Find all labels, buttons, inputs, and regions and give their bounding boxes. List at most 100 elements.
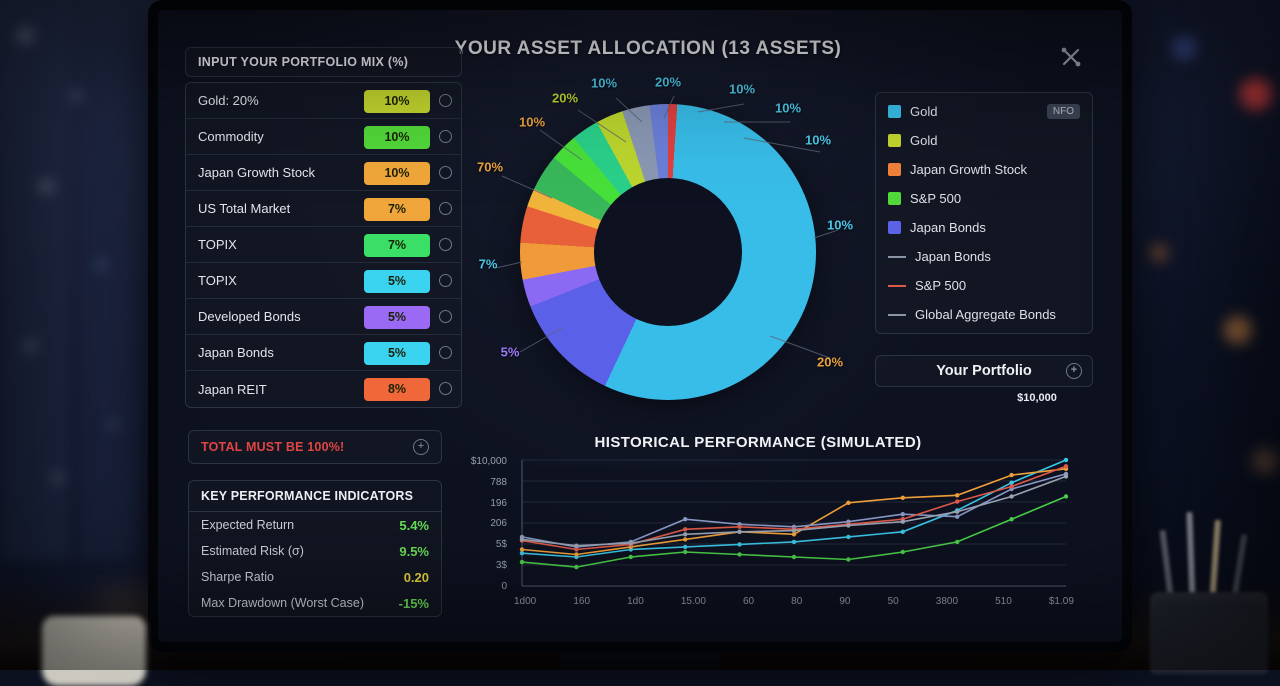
allocation-value-badge[interactable]: 10% — [364, 126, 430, 149]
series-point — [955, 515, 959, 519]
x-tick: 510 — [995, 596, 1012, 607]
x-tick: 1d0 — [627, 596, 644, 607]
legend-swatch — [888, 314, 906, 316]
legend-label: Global Aggregate Bonds — [915, 307, 1056, 322]
legend-item[interactable]: Japan Bonds — [876, 242, 1092, 271]
series-point — [955, 510, 959, 514]
info-icon[interactable] — [439, 310, 452, 323]
kpi-row: Sharpe Ratio 0.20 — [189, 564, 441, 590]
legend-swatch — [888, 192, 901, 205]
pie-label: 10% — [827, 218, 853, 233]
plus-circle-icon[interactable]: + — [1066, 363, 1082, 379]
series-point — [901, 550, 905, 554]
kpi-label: Max Drawdown (Worst Case) — [201, 596, 364, 610]
kpi-row: Expected Return 5.4% — [189, 512, 441, 538]
legend-item[interactable]: Global Aggregate Bonds — [876, 300, 1092, 329]
bokeh-light — [1150, 244, 1168, 262]
asset-label: Developed Bonds — [198, 309, 301, 324]
info-icon[interactable] — [439, 238, 452, 251]
allocation-value-badge[interactable]: 8% — [364, 378, 430, 401]
x-tick: 1d00 — [514, 596, 536, 607]
legend-item[interactable]: Gold — [876, 126, 1092, 155]
monitor: YOUR ASSET ALLOCATION (13 ASSETS) INPUT … — [148, 0, 1132, 652]
y-axis-ticks: $10,000 788 196 206 5$ 3$ 0 — [470, 456, 514, 592]
allocation-value-badge[interactable]: 7% — [364, 198, 430, 221]
allocation-value-badge[interactable]: 5% — [364, 306, 430, 329]
series-point — [955, 499, 959, 503]
series-point — [683, 517, 687, 521]
tools-icon[interactable] — [1058, 44, 1084, 70]
kpi-value: 5.4% — [399, 518, 429, 533]
kpi-title: KEY PERFORMANCE INDICATORS — [189, 481, 441, 512]
series-point — [737, 530, 741, 534]
legend-item[interactable]: Japan Growth Stock — [876, 155, 1092, 184]
info-icon[interactable] — [439, 346, 452, 359]
info-icon[interactable] — [439, 382, 452, 395]
series-point — [792, 540, 796, 544]
series-point — [520, 547, 524, 551]
portfolio-mix-row[interactable]: Japan Bonds 5% — [186, 335, 461, 371]
series-point — [737, 552, 741, 556]
portfolio-mix-row[interactable]: Japan Growth Stock 10% — [186, 155, 461, 191]
legend-item[interactable]: Gold NFO — [876, 97, 1092, 126]
series-point — [737, 542, 741, 546]
info-icon[interactable] — [439, 274, 452, 287]
pie-label: 20% — [552, 91, 578, 106]
legend-swatch — [888, 163, 901, 176]
bokeh-light — [108, 420, 117, 429]
legend-swatch — [888, 221, 901, 234]
asset-label: TOPIX — [198, 273, 237, 288]
bokeh-light — [40, 180, 53, 193]
portfolio-mix-row[interactable]: Developed Bonds 5% — [186, 299, 461, 335]
pie-label: 20% — [655, 75, 681, 90]
bokeh-light — [24, 340, 36, 352]
portfolio-mix-row[interactable]: TOPIX 5% — [186, 263, 461, 299]
legend-item[interactable]: S&P 500 — [876, 271, 1092, 300]
legend-label: S&P 500 — [910, 191, 961, 206]
info-icon[interactable] — [439, 166, 452, 179]
series-point — [955, 540, 959, 544]
portfolio-mix-row[interactable]: Japan REIT 8% — [186, 371, 461, 407]
series-point — [629, 541, 633, 545]
asset-label: US Total Market — [198, 201, 290, 216]
legend-info-badge: NFO — [1047, 104, 1080, 119]
series-point — [1064, 458, 1068, 462]
y-tick: 788 — [490, 477, 507, 488]
x-tick: $1.09 — [1049, 596, 1074, 607]
series-point — [846, 557, 850, 561]
series-point — [1009, 473, 1013, 477]
allocation-value-badge[interactable]: 5% — [364, 342, 430, 365]
series-point — [1064, 464, 1068, 468]
portfolio-mix-row[interactable]: TOPIX 7% — [186, 227, 461, 263]
your-portfolio-label: Your Portfolio — [936, 363, 1032, 379]
series-point — [1009, 484, 1013, 488]
portfolio-mix-header: INPUT YOUR PORTFOLIO MIX (%) — [185, 47, 462, 77]
bokeh-light — [1252, 448, 1278, 474]
x-tick: 50 — [888, 596, 899, 607]
series-point — [629, 555, 633, 559]
your-portfolio-button[interactable]: Your Portfolio + — [875, 355, 1093, 387]
y-tick: 206 — [490, 518, 507, 529]
allocation-pie[interactable] — [520, 104, 816, 400]
bokeh-light — [1240, 78, 1272, 110]
info-icon[interactable] — [439, 202, 452, 215]
allocation-value-badge[interactable]: 10% — [364, 162, 430, 185]
allocation-value-badge[interactable]: 7% — [364, 234, 430, 257]
performance-chart: $10,000 788 196 206 5$ 3$ 0 — [470, 456, 1074, 607]
portfolio-mix-row[interactable]: Gold: 20% 10% — [186, 83, 461, 119]
pie-label: 10% — [591, 76, 617, 91]
x-tick: 90 — [839, 596, 850, 607]
info-icon[interactable] — [439, 94, 452, 107]
page-title: YOUR ASSET ALLOCATION (13 ASSETS) — [398, 38, 898, 60]
allocation-value-badge[interactable]: 10% — [364, 90, 430, 113]
info-icon[interactable] — [439, 130, 452, 143]
series-point — [846, 535, 850, 539]
peak-value-label: $10,000 — [1000, 392, 1074, 404]
portfolio-mix-row[interactable]: US Total Market 7% — [186, 191, 461, 227]
legend-item[interactable]: Japan Bonds — [876, 213, 1092, 242]
pie-label: 10% — [729, 82, 755, 97]
allocation-value-badge[interactable]: 5% — [364, 270, 430, 293]
refresh-icon[interactable]: + — [413, 439, 429, 455]
legend-item[interactable]: S&P 500 — [876, 184, 1092, 213]
portfolio-mix-row[interactable]: Commodity 10% — [186, 119, 461, 155]
